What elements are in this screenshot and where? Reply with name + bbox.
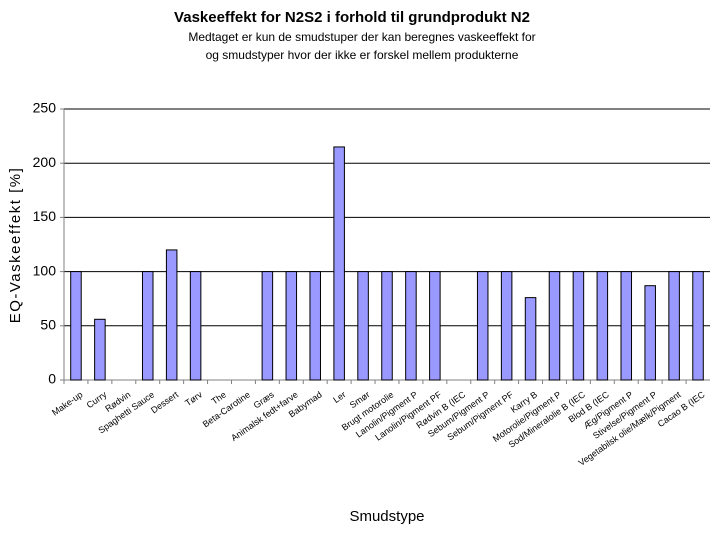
x-axis-label: Smudstype — [349, 508, 424, 525]
bar — [644, 285, 656, 381]
bar — [572, 271, 585, 381]
bar — [309, 271, 321, 381]
bar — [620, 271, 633, 381]
bar — [381, 271, 393, 381]
y-axis-label: EQ-Vaskeeffekt [%] — [7, 167, 24, 324]
chart-subtitle: Medtaget er kun de smudstuper der kan be… — [188, 30, 535, 44]
bar — [285, 271, 298, 381]
x-tick-label: Tørv — [183, 389, 204, 408]
bar — [500, 271, 513, 381]
y-tick-label: 100 — [33, 262, 57, 278]
bar — [165, 249, 178, 381]
y-tick-label: 0 — [48, 371, 56, 387]
x-tick-label: Make-up — [50, 389, 84, 417]
bar — [357, 271, 369, 381]
bar — [524, 297, 537, 381]
y-tick-label: 200 — [33, 154, 57, 170]
chart-subtitle: og smudstyper hvor der ikke er forskel m… — [206, 48, 519, 62]
bar — [429, 271, 441, 381]
chart-title: Vaskeeffekt for N2S2 i forhold til grund… — [174, 9, 530, 26]
y-tick-label: 250 — [33, 100, 57, 116]
bar — [596, 271, 609, 381]
bar — [692, 271, 704, 381]
bar — [70, 271, 82, 381]
bar — [189, 271, 202, 381]
bar — [333, 146, 345, 381]
x-tick-label: Ler — [331, 389, 347, 405]
x-tick-label: Dessert — [149, 389, 181, 415]
y-tick-label: 50 — [40, 317, 56, 333]
bar — [548, 271, 561, 381]
y-tick-label: 150 — [33, 208, 57, 224]
bar — [261, 271, 274, 381]
bar — [668, 271, 680, 381]
bar — [141, 271, 154, 381]
bar — [94, 318, 106, 381]
bar — [405, 271, 417, 381]
bar — [476, 271, 489, 381]
